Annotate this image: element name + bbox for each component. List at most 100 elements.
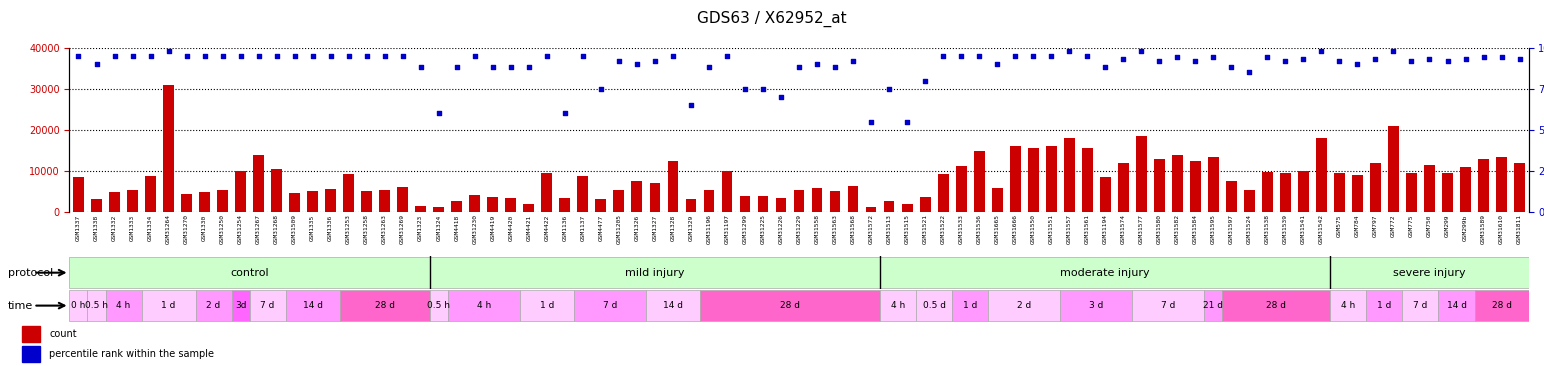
FancyBboxPatch shape	[1366, 290, 1402, 321]
FancyBboxPatch shape	[1223, 290, 1331, 321]
Text: GSM575: GSM575	[1337, 214, 1342, 237]
Text: GSM31811: GSM31811	[1518, 214, 1522, 244]
Bar	[307, 191, 318, 212]
Bar	[253, 154, 264, 212]
FancyBboxPatch shape	[429, 257, 880, 288]
Point	[210, 53, 235, 59]
Point	[283, 53, 307, 59]
Text: GSM4420: GSM4420	[508, 214, 513, 241]
Text: GSM1328: GSM1328	[670, 214, 675, 241]
Text: GSM1136: GSM1136	[562, 214, 567, 241]
Text: severe injury: severe injury	[1393, 268, 1465, 278]
Text: 14 d: 14 d	[662, 301, 682, 310]
Bar	[1190, 161, 1201, 212]
Text: GSM31541: GSM31541	[1302, 214, 1306, 244]
Point	[191, 53, 216, 59]
Point	[480, 64, 505, 70]
Point	[1291, 56, 1315, 62]
FancyBboxPatch shape	[880, 290, 916, 321]
Text: GSM772: GSM772	[1391, 214, 1396, 237]
Point	[445, 64, 469, 70]
FancyBboxPatch shape	[232, 290, 250, 321]
Bar	[1153, 159, 1164, 212]
Text: GDS63 / X62952_at: GDS63 / X62952_at	[698, 11, 846, 27]
Bar	[361, 191, 372, 212]
Point	[1471, 55, 1496, 60]
Bar	[740, 196, 750, 212]
Point	[678, 102, 703, 108]
Text: GSM1333: GSM1333	[130, 214, 134, 241]
Bar	[1118, 163, 1129, 212]
Bar	[991, 188, 1002, 212]
Text: protocol: protocol	[8, 268, 52, 278]
Bar	[199, 192, 210, 212]
Point	[823, 64, 848, 70]
Text: GSM1324: GSM1324	[437, 214, 442, 241]
Text: 28 d: 28 d	[1492, 301, 1512, 310]
FancyBboxPatch shape	[286, 290, 340, 321]
Text: percentile rank within the sample: percentile rank within the sample	[49, 349, 215, 359]
Point	[1399, 58, 1424, 64]
Text: GSM31268: GSM31268	[275, 214, 279, 244]
Text: GSM31197: GSM31197	[724, 214, 729, 244]
Text: GSM31568: GSM31568	[851, 214, 855, 244]
Point	[840, 58, 865, 64]
Bar	[1515, 163, 1525, 212]
Point	[354, 53, 380, 59]
Bar	[127, 190, 137, 212]
Text: GSM31558: GSM31558	[815, 214, 820, 244]
Bar	[415, 206, 426, 212]
Bar	[1315, 138, 1326, 212]
Text: 1 d: 1 d	[963, 301, 977, 310]
Text: 4 h: 4 h	[891, 301, 905, 310]
Bar	[1407, 173, 1417, 212]
Bar	[1207, 157, 1218, 212]
Text: GSM31264: GSM31264	[167, 214, 171, 244]
Point	[1093, 64, 1118, 70]
Point	[769, 94, 794, 100]
Bar	[1334, 173, 1345, 212]
Text: 21 d: 21 d	[1203, 301, 1223, 310]
FancyBboxPatch shape	[1439, 290, 1475, 321]
FancyBboxPatch shape	[645, 290, 699, 321]
Point	[1453, 56, 1478, 62]
Text: 3 d: 3 d	[1089, 301, 1104, 310]
Point	[426, 111, 451, 116]
Bar	[577, 176, 588, 212]
Bar	[218, 190, 229, 212]
Text: mild injury: mild injury	[625, 268, 684, 278]
Bar	[397, 187, 408, 212]
Point	[102, 53, 127, 59]
Point	[66, 53, 91, 59]
Point	[1112, 56, 1136, 62]
Text: GSM31577: GSM31577	[1139, 214, 1144, 244]
Point	[1255, 55, 1280, 60]
Text: GSM31533: GSM31533	[959, 214, 963, 244]
Text: GSM31536: GSM31536	[977, 214, 982, 244]
Point	[750, 86, 775, 92]
Text: 0.5 d: 0.5 d	[923, 301, 945, 310]
Text: GSM31580: GSM31580	[1156, 214, 1161, 244]
Bar	[866, 207, 877, 212]
Text: GSM31539: GSM31539	[1283, 214, 1288, 244]
Point	[156, 48, 181, 54]
Point	[1004, 53, 1028, 59]
Bar	[613, 190, 624, 212]
Point	[1363, 56, 1388, 62]
Point	[553, 111, 577, 116]
Point	[463, 53, 488, 59]
Bar	[1424, 165, 1434, 212]
Text: GSM4419: GSM4419	[491, 214, 496, 241]
Text: GSM4418: GSM4418	[454, 214, 459, 241]
Bar	[956, 166, 967, 212]
Text: GSM31250: GSM31250	[221, 214, 225, 244]
Point	[786, 64, 812, 70]
Bar	[686, 199, 696, 212]
FancyBboxPatch shape	[250, 290, 286, 321]
Bar	[650, 183, 661, 212]
Bar	[883, 201, 894, 212]
Bar	[542, 173, 553, 212]
Bar	[343, 174, 354, 212]
Bar	[1244, 190, 1255, 212]
Point	[516, 64, 540, 70]
